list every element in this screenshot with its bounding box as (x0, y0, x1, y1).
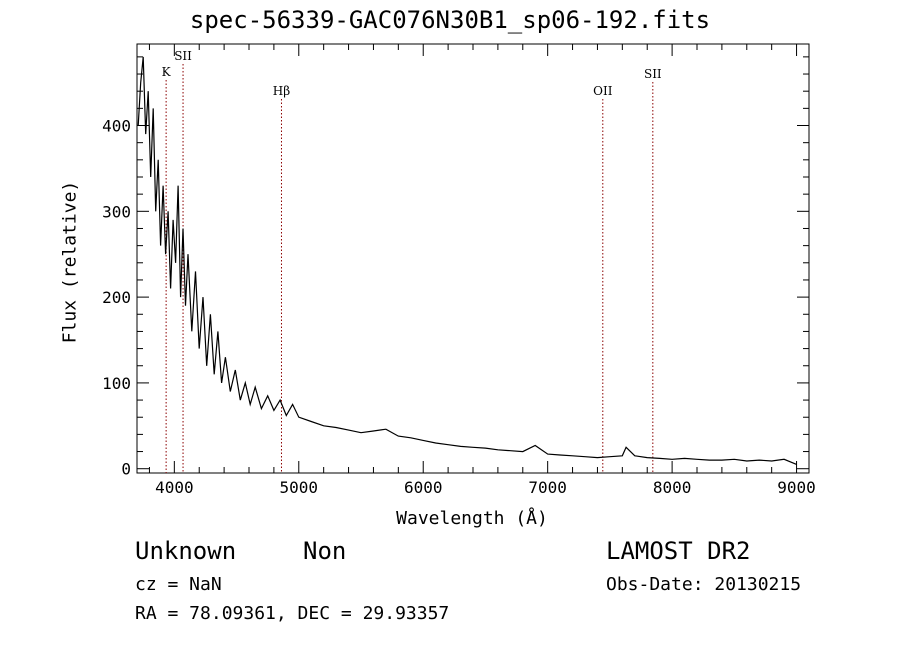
ra-dec-readout: RA = 78.09361, DEC = 29.93357 (135, 603, 450, 624)
spectral-line-label: SII (644, 67, 662, 81)
spectrum-line (137, 56, 797, 465)
y-tick-label: 0 (121, 460, 131, 479)
redshift-readout: cz = NaN (135, 574, 222, 595)
x-tick-label: 8000 (653, 478, 692, 497)
y-axis-label: Flux (relative) (59, 180, 81, 344)
plot-frame (136, 43, 810, 474)
obs-date: Obs-Date: 20130215 (606, 574, 802, 595)
spectral-line-label: OII (593, 84, 613, 98)
x-tick-label: 7000 (528, 478, 567, 497)
x-tick-label: 6000 (404, 478, 443, 497)
x-axis-label: Wavelength (Å) (396, 508, 548, 529)
y-tick-label: 100 (102, 374, 131, 393)
spectral-line-label: Hβ (273, 84, 290, 98)
chart-title: spec-56339-GAC076N30B1_sp06-192.fits (189, 6, 711, 34)
x-tick-label: 5000 (280, 478, 319, 497)
spectral-line-label: K (162, 65, 172, 79)
y-tick-label: 400 (102, 117, 131, 136)
x-tick-label: 4000 (155, 478, 194, 497)
object-type: Unknown (135, 537, 237, 565)
survey-name: LAMOST DR2 (606, 537, 751, 565)
y-tick-label: 300 (102, 202, 131, 221)
spectral-line-label: SII (174, 49, 192, 63)
y-tick-label: 200 (102, 288, 131, 307)
x-tick-label: 9000 (777, 478, 816, 497)
object-class: Non (303, 537, 347, 565)
